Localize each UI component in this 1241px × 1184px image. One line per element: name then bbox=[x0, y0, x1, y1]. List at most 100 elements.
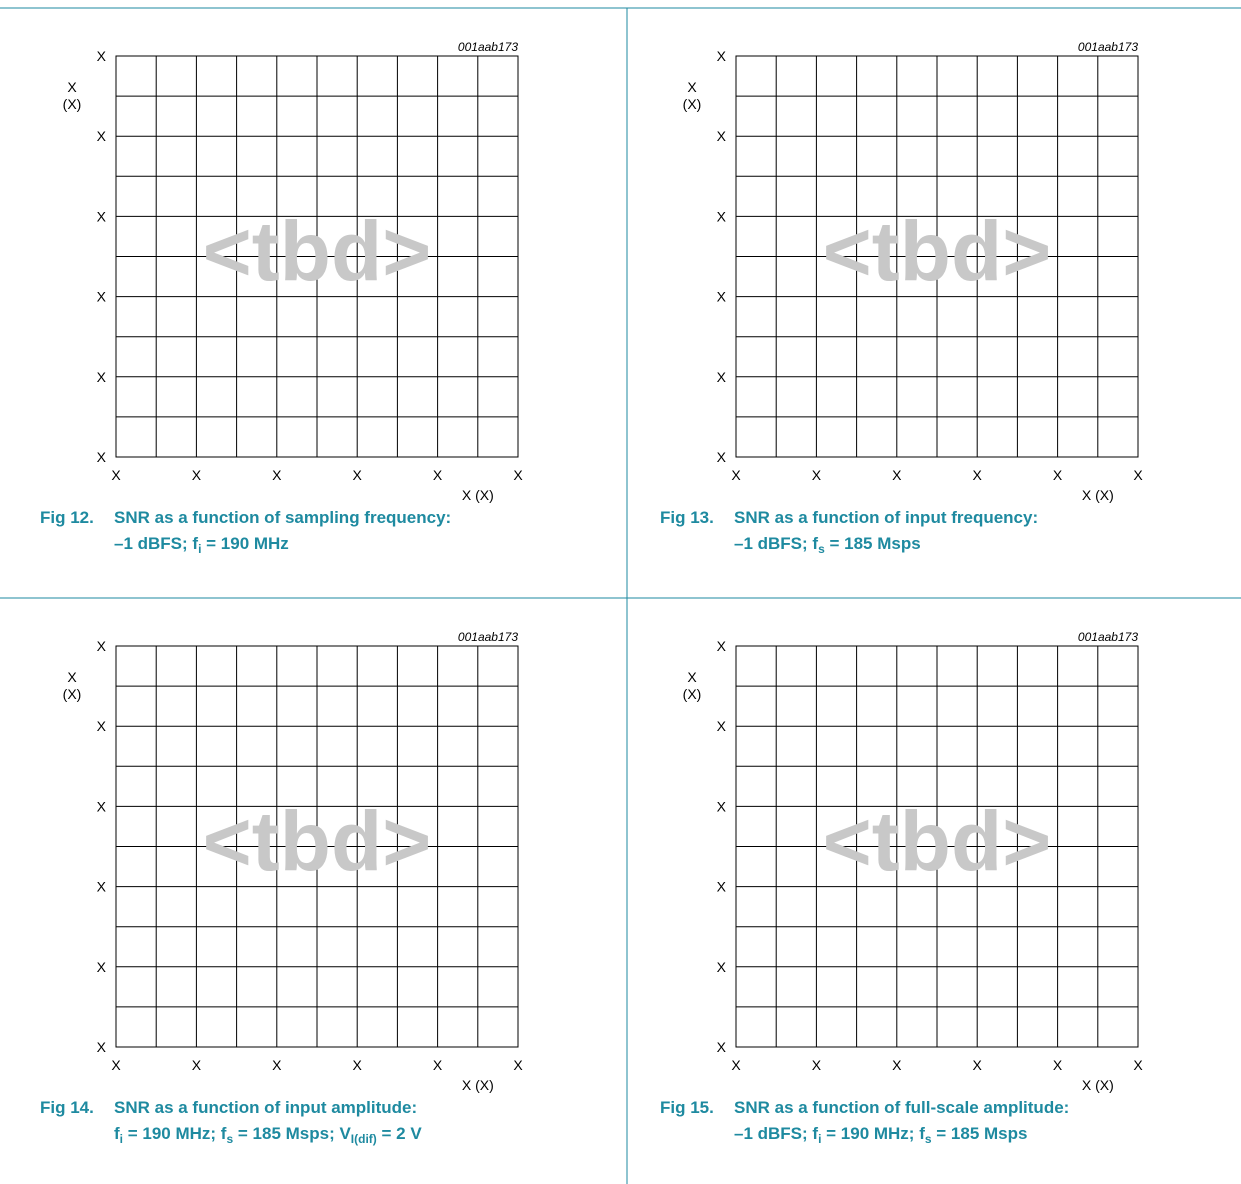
x-axis-label: X (X) bbox=[1082, 1077, 1114, 1093]
x-tick-label: X bbox=[192, 467, 202, 483]
figure-code: 001aab173 bbox=[1078, 40, 1138, 54]
y-tick-label: X bbox=[97, 798, 107, 814]
caption-subscript: i bbox=[120, 1132, 123, 1146]
figure-code: 001aab173 bbox=[1078, 630, 1138, 644]
x-tick-label: X bbox=[731, 1057, 741, 1073]
caption-text: f bbox=[114, 1124, 120, 1143]
caption-line-2: –1 dBFS; fi = 190 MHz; fs = 185 Msps bbox=[734, 1124, 1027, 1146]
y-tick-label: X bbox=[97, 48, 107, 64]
x-axis-label: X (X) bbox=[1082, 487, 1114, 503]
x-tick-label: X bbox=[433, 1057, 443, 1073]
x-tick-label: X bbox=[973, 1057, 983, 1073]
x-tick-label: X bbox=[272, 1057, 282, 1073]
y-tick-label: X bbox=[717, 959, 727, 975]
x-tick-label: X bbox=[892, 467, 902, 483]
x-tick-label: X bbox=[111, 467, 121, 483]
x-tick-label: X bbox=[1053, 467, 1063, 483]
figure-number: Fig 14. bbox=[40, 1098, 94, 1117]
y-axis-label: (X) bbox=[683, 686, 702, 702]
caption-text: = 190 MHz; f bbox=[821, 1124, 925, 1143]
caption-subscript: i bbox=[818, 1132, 821, 1146]
y-tick-label: X bbox=[717, 879, 727, 895]
x-tick-label: X bbox=[513, 467, 523, 483]
y-tick-label: X bbox=[717, 48, 727, 64]
y-tick-label: X bbox=[717, 449, 727, 465]
figure-code: 001aab173 bbox=[458, 630, 518, 644]
x-tick-label: X bbox=[1133, 1057, 1143, 1073]
caption-text: –1 dBFS; f bbox=[734, 1124, 818, 1143]
plot-grid bbox=[735, 55, 1139, 458]
y-tick-label: X bbox=[717, 798, 727, 814]
caption-subscript: s bbox=[226, 1132, 233, 1146]
caption-line-1: SNR as a function of sampling frequency: bbox=[114, 508, 451, 527]
y-axis-label: (X) bbox=[63, 686, 82, 702]
caption-line-1: SNR as a function of input amplitude: bbox=[114, 1098, 417, 1117]
figure-number: Fig 15. bbox=[660, 1098, 714, 1117]
caption-text: –1 dBFS; f bbox=[114, 534, 198, 553]
y-tick-label: X bbox=[717, 1039, 727, 1055]
caption-text: = 2 V bbox=[377, 1124, 423, 1143]
x-tick-label: X bbox=[353, 467, 363, 483]
y-axis-label: X bbox=[687, 79, 697, 95]
caption-text: = 185 Msps bbox=[825, 534, 921, 553]
caption-text: = 190 MHz; f bbox=[123, 1124, 227, 1143]
y-tick-label: X bbox=[97, 1039, 107, 1055]
caption-subscript: s bbox=[925, 1132, 932, 1146]
figure-code: 001aab173 bbox=[458, 40, 518, 54]
x-axis-label: X (X) bbox=[462, 487, 494, 503]
caption-subscript: I(dif) bbox=[351, 1132, 377, 1146]
x-tick-label: X bbox=[812, 467, 822, 483]
caption-line-2: –1 dBFS; fs = 185 Msps bbox=[734, 534, 921, 556]
x-tick-label: X bbox=[513, 1057, 523, 1073]
caption-line-1: SNR as a function of full-scale amplitud… bbox=[734, 1098, 1069, 1117]
y-tick-label: X bbox=[97, 208, 107, 224]
y-tick-label: X bbox=[97, 128, 107, 144]
x-tick-label: X bbox=[1053, 1057, 1063, 1073]
x-tick-label: X bbox=[812, 1057, 822, 1073]
y-tick-label: X bbox=[97, 369, 107, 385]
y-tick-label: X bbox=[97, 449, 107, 465]
y-axis-label: (X) bbox=[63, 96, 82, 112]
plot-grid bbox=[735, 645, 1139, 1048]
y-tick-label: X bbox=[717, 289, 727, 305]
caption-text: = 190 MHz bbox=[201, 534, 288, 553]
tbd-watermark: <tbd> bbox=[823, 795, 1052, 889]
x-tick-label: X bbox=[192, 1057, 202, 1073]
plot-grid bbox=[115, 55, 519, 458]
y-tick-label: X bbox=[717, 369, 727, 385]
x-tick-label: X bbox=[272, 467, 282, 483]
tbd-watermark: <tbd> bbox=[203, 795, 432, 889]
y-axis-label: X bbox=[687, 669, 697, 685]
x-tick-label: X bbox=[731, 467, 741, 483]
plot-grid bbox=[115, 645, 519, 1048]
y-tick-label: X bbox=[717, 128, 727, 144]
y-tick-label: X bbox=[717, 718, 727, 734]
caption-subscript: i bbox=[198, 542, 201, 556]
caption-subscript: s bbox=[818, 542, 825, 556]
caption-text: –1 dBFS; f bbox=[734, 534, 818, 553]
tbd-watermark: <tbd> bbox=[823, 205, 1052, 299]
y-axis-label: X bbox=[67, 79, 77, 95]
tbd-watermark: <tbd> bbox=[203, 205, 432, 299]
x-tick-label: X bbox=[111, 1057, 121, 1073]
caption-line-2: fi = 190 MHz; fs = 185 Msps; VI(dif) = 2… bbox=[114, 1124, 422, 1146]
y-tick-label: X bbox=[717, 638, 727, 654]
x-tick-label: X bbox=[973, 467, 983, 483]
caption-line-1: SNR as a function of input frequency: bbox=[734, 508, 1038, 527]
y-tick-label: X bbox=[97, 638, 107, 654]
y-tick-label: X bbox=[97, 289, 107, 305]
x-tick-label: X bbox=[433, 467, 443, 483]
figure-number: Fig 12. bbox=[40, 508, 94, 527]
y-axis-label: X bbox=[67, 669, 77, 685]
y-tick-label: X bbox=[97, 718, 107, 734]
y-axis-label: (X) bbox=[683, 96, 702, 112]
figure-number: Fig 13. bbox=[660, 508, 714, 527]
caption-line-2: –1 dBFS; fi = 190 MHz bbox=[114, 534, 289, 556]
x-tick-label: X bbox=[1133, 467, 1143, 483]
y-tick-label: X bbox=[97, 959, 107, 975]
